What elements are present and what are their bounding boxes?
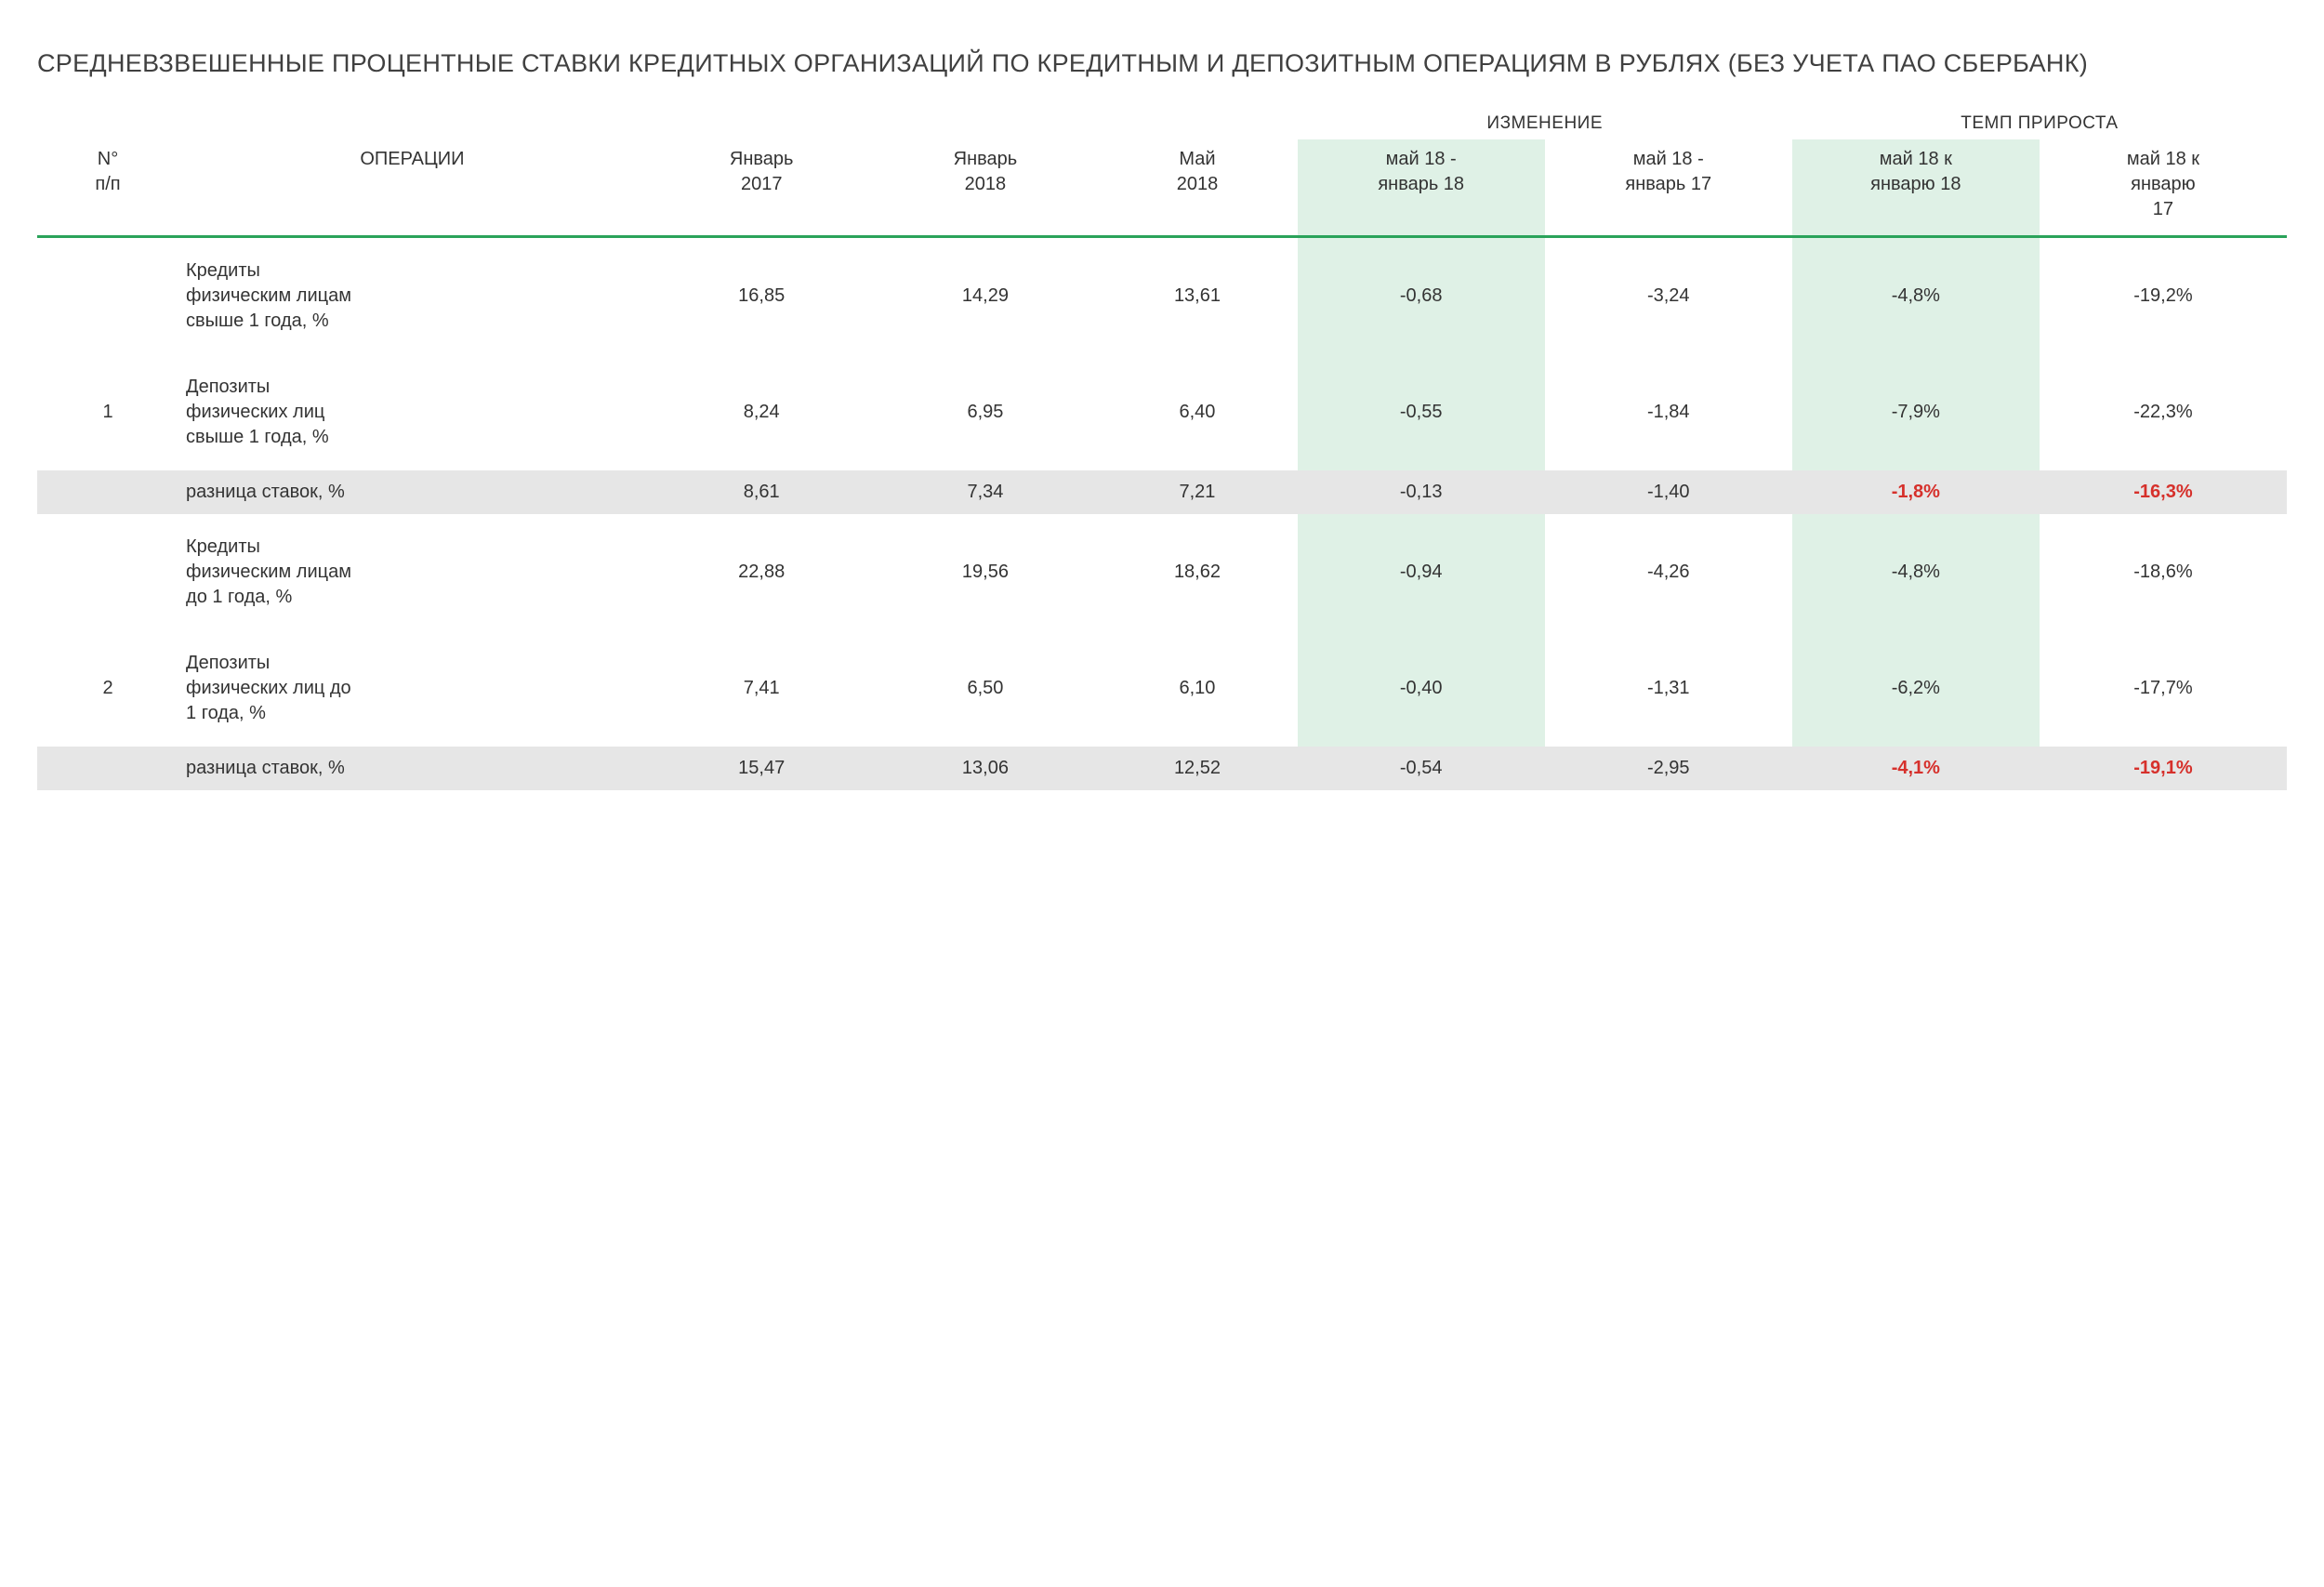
cell: 6,95: [874, 354, 1098, 470]
cell: 6,50: [874, 630, 1098, 747]
cell: 14,29: [874, 237, 1098, 355]
cell: -22,3%: [2040, 354, 2287, 470]
header-rate: ТЕМП ПРИРОСТА: [1792, 108, 2287, 139]
cell: 6,10: [1097, 630, 1297, 747]
header-jan17: Январь2017: [650, 139, 874, 235]
cell: 15,47: [650, 747, 874, 790]
cell: 22,88: [650, 514, 874, 630]
cell: -17,7%: [2040, 630, 2287, 747]
cell: 16,85: [650, 237, 874, 355]
group-number: 1: [37, 354, 178, 470]
operation-label: Депозиты физических лиц до 1 года, %: [178, 630, 650, 747]
cell: -1,40: [1545, 470, 1792, 514]
cell: 6,40: [1097, 354, 1297, 470]
operation-label: разница ставок, %: [178, 747, 650, 790]
header-may18: Май2018: [1097, 139, 1297, 235]
table-row: 2 Депозиты физических лиц до 1 года, % 7…: [37, 630, 2287, 747]
cell: 7,21: [1097, 470, 1297, 514]
header-change1: май 18 -январь 18: [1298, 139, 1545, 235]
cell: -19,1%: [2040, 747, 2287, 790]
cell: 7,34: [874, 470, 1098, 514]
cell: -19,2%: [2040, 237, 2287, 355]
rates-table: ИЗМЕНЕНИЕ ТЕМП ПРИРОСТА N°п/п ОПЕРАЦИИ Я…: [37, 108, 2287, 790]
cell: -0,54: [1298, 747, 1545, 790]
operation-label: разница ставок, %: [178, 470, 650, 514]
cell: -0,94: [1298, 514, 1545, 630]
cell: -0,68: [1298, 237, 1545, 355]
table-diff-row: разница ставок, % 8,61 7,34 7,21 -0,13 -…: [37, 470, 2287, 514]
operation-label: Кредиты физическим лицам до 1 года, %: [178, 514, 650, 630]
cell: -0,55: [1298, 354, 1545, 470]
cell: -0,40: [1298, 630, 1545, 747]
cell: -18,6%: [2040, 514, 2287, 630]
cell: -7,9%: [1792, 354, 2040, 470]
table-header: N°п/п ОПЕРАЦИИ Январь2017 Январь2018 Май…: [37, 139, 2287, 235]
cell: -16,3%: [2040, 470, 2287, 514]
cell: 8,24: [650, 354, 874, 470]
cell: -4,8%: [1792, 237, 2040, 355]
operation-label: Кредиты физическим лицам свыше 1 года, %: [178, 237, 650, 355]
cell: -4,8%: [1792, 514, 2040, 630]
operation-label: Депозиты физических лиц свыше 1 года, %: [178, 354, 650, 470]
table-row: Кредиты физическим лицам свыше 1 года, %…: [37, 237, 2287, 355]
group-number: 2: [37, 630, 178, 747]
cell: 13,06: [874, 747, 1098, 790]
cell: -4,1%: [1792, 747, 2040, 790]
table-row: Кредиты физическим лицам до 1 года, % 22…: [37, 514, 2287, 630]
cell: -1,31: [1545, 630, 1792, 747]
cell: -0,13: [1298, 470, 1545, 514]
cell: 12,52: [1097, 747, 1297, 790]
page-title: СРЕДНЕВЗВЕШЕННЫЕ ПРОЦЕНТНЫЕ СТАВКИ КРЕДИ…: [37, 46, 2287, 80]
cell: 19,56: [874, 514, 1098, 630]
header-rate1: май 18 кянварю 18: [1792, 139, 2040, 235]
cell: 8,61: [650, 470, 874, 514]
table-row: 1 Депозиты физических лиц свыше 1 года, …: [37, 354, 2287, 470]
table-diff-row: разница ставок, % 15,47 13,06 12,52 -0,5…: [37, 747, 2287, 790]
table-superheader: ИЗМЕНЕНИЕ ТЕМП ПРИРОСТА: [37, 108, 2287, 139]
header-operations: ОПЕРАЦИИ: [178, 139, 650, 235]
cell: -1,8%: [1792, 470, 2040, 514]
cell: -3,24: [1545, 237, 1792, 355]
cell: 13,61: [1097, 237, 1297, 355]
header-change: ИЗМЕНЕНИЕ: [1298, 108, 1792, 139]
cell: -1,84: [1545, 354, 1792, 470]
cell: -6,2%: [1792, 630, 2040, 747]
header-num: N°п/п: [37, 139, 178, 235]
header-jan18: Январь2018: [874, 139, 1098, 235]
header-rate2: май 18 кянварю17: [2040, 139, 2287, 235]
cell: 18,62: [1097, 514, 1297, 630]
cell: -4,26: [1545, 514, 1792, 630]
cell: 7,41: [650, 630, 874, 747]
header-change2: май 18 -январь 17: [1545, 139, 1792, 235]
cell: -2,95: [1545, 747, 1792, 790]
